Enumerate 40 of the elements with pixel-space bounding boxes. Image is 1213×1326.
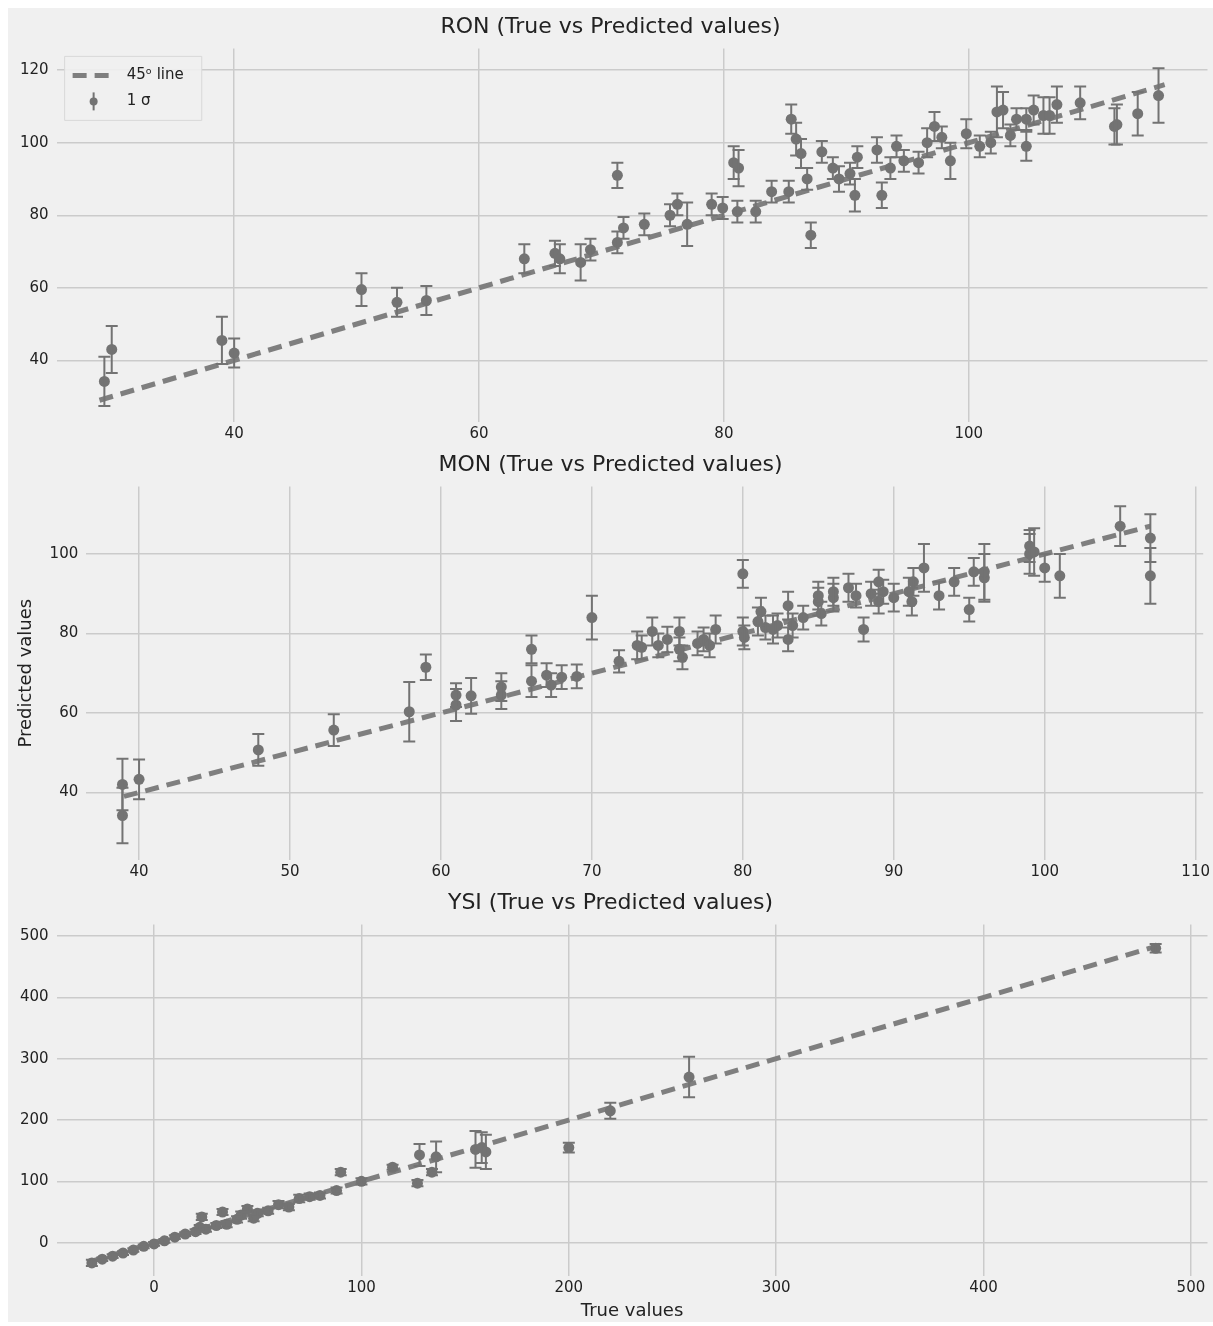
x-tick-label: 50: [280, 861, 300, 880]
y-tick-label: 400: [19, 987, 49, 1006]
legend-label: 45ᵒ line: [126, 65, 184, 84]
y-tick-label: 100: [49, 543, 79, 562]
y-tick-label: 100: [19, 1171, 49, 1190]
x-tick-label: 100: [347, 1278, 376, 1297]
y-tick-label: 200: [19, 1109, 49, 1128]
x-tick-label: 400: [969, 1278, 998, 1297]
y-tick-label: 120: [19, 60, 49, 79]
y-tick-label: 80: [59, 623, 79, 642]
x-tick-label: 100: [954, 423, 984, 442]
x-tick-label: 200: [554, 1278, 584, 1297]
chart-title: YSI (True vs Predicted values): [446, 888, 774, 914]
x-tick-label: 70: [582, 861, 602, 880]
x-axis-title: True values: [579, 1298, 684, 1320]
x-tick-label: 300: [761, 1278, 791, 1297]
y-tick-label: 60: [29, 277, 49, 296]
y-tick-label: 300: [19, 1048, 49, 1067]
y-tick-label: 80: [29, 205, 49, 224]
y-tick-label: 100: [19, 132, 49, 151]
y-axis-title: Predicted values: [14, 598, 36, 748]
x-tick-label: 0: [149, 1278, 159, 1297]
chart-title: RON (True vs Predicted values): [440, 12, 781, 38]
y-tick-label: 40: [29, 350, 49, 369]
x-tick-label: 40: [129, 861, 149, 880]
x-tick-label: 90: [884, 861, 904, 880]
x-tick-label: 110: [1181, 861, 1210, 880]
x-tick-label: 60: [431, 861, 451, 880]
x-tick-label: 80: [714, 423, 734, 442]
y-tick-label: 0: [39, 1232, 49, 1251]
x-tick-label: 500: [1176, 1278, 1206, 1297]
chart-title: MON (True vs Predicted values): [438, 450, 783, 476]
y-tick-label: 60: [59, 702, 79, 721]
y-tick-label: 500: [19, 925, 49, 944]
y-tick-label: 40: [59, 782, 79, 801]
x-tick-label: 100: [1030, 861, 1060, 880]
legend-label: 1 σ: [126, 91, 151, 110]
x-tick-label: 40: [224, 423, 244, 442]
x-tick-label: 80: [733, 861, 753, 880]
x-tick-label: 60: [469, 423, 489, 442]
